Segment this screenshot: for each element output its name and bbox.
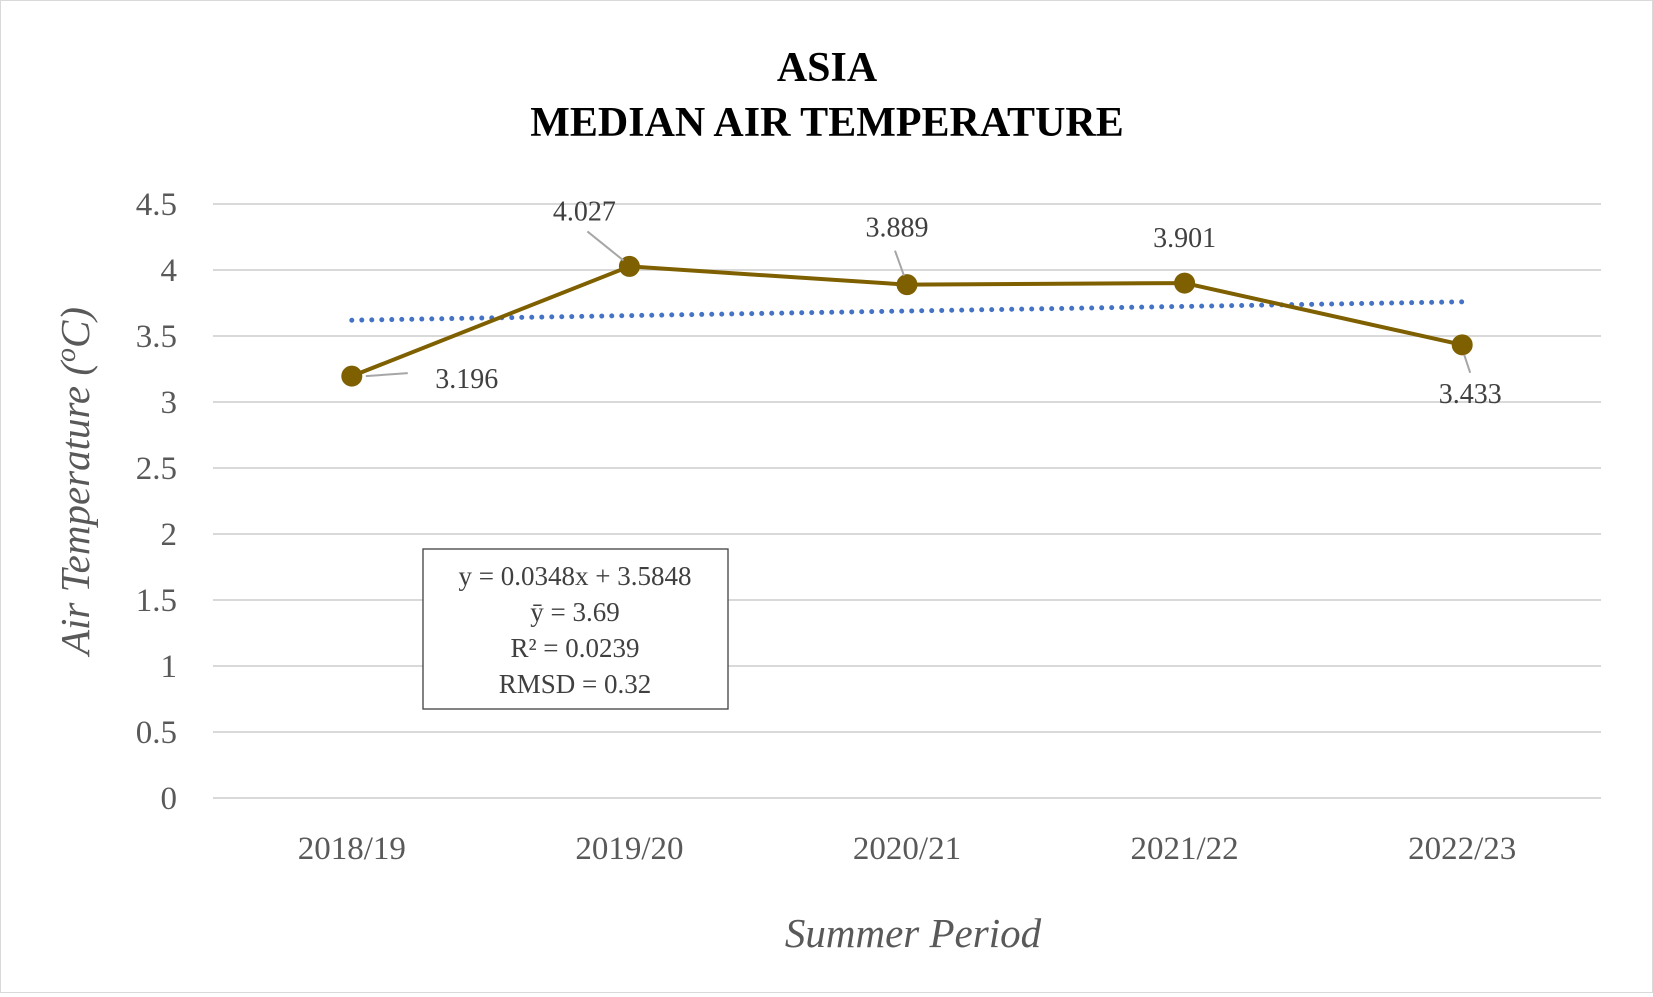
x-axis-title: Summer Period xyxy=(785,910,1042,956)
data-label-leader xyxy=(365,372,408,378)
data-label-leader xyxy=(586,230,625,262)
data-label-2020/21: 3.889 xyxy=(866,213,929,244)
data-point-2018/19 xyxy=(341,365,363,387)
y-tick-label: 2 xyxy=(161,517,178,553)
data-labels-group: 3.196 4.027 3.889 3.901 3.433 xyxy=(365,196,1502,410)
y-axis-title: Air Temperature (oC) xyxy=(51,307,98,658)
data-point-2020/21 xyxy=(896,274,918,296)
y-tick-label: 1 xyxy=(161,649,178,685)
chart-title-line-1: ASIA xyxy=(777,45,878,91)
y-tick-label: 4 xyxy=(161,253,178,289)
series-group xyxy=(341,255,1473,387)
x-tick-label: 2020/21 xyxy=(853,831,961,867)
x-axis-ticks: 2018/19 2019/20 2020/21 2021/22 2022/23 xyxy=(298,831,1517,867)
data-label-leader xyxy=(1463,354,1472,374)
stats-box: y = 0.0348x + 3.5848 ȳ = 3.69 R² = 0.023… xyxy=(422,548,729,710)
stats-equation: y = 0.0348x + 3.5848 xyxy=(459,561,692,591)
y-tick-label: 0 xyxy=(161,781,178,817)
data-label-2022/23: 3.433 xyxy=(1439,379,1502,410)
y-tick-label: 2.5 xyxy=(136,451,177,487)
data-point-2022/23 xyxy=(1451,334,1473,356)
chart-title-line-2: MEDIAN AIR TEMPERATURE xyxy=(530,100,1124,146)
x-tick-label: 2019/20 xyxy=(575,831,683,867)
x-tick-label: 2018/19 xyxy=(298,831,406,867)
y-tick-label: 3 xyxy=(161,385,178,421)
data-label-leader xyxy=(894,250,905,276)
data-point-2021/22 xyxy=(1174,272,1196,294)
stats-mean: ȳ = 3.69 xyxy=(530,597,619,627)
y-axis-ticks: 0 0.5 1 1.5 2 2.5 3 3.5 4 4.5 xyxy=(136,187,177,817)
x-tick-label: 2022/23 xyxy=(1408,831,1516,867)
data-label-2019/20: 4.027 xyxy=(553,196,616,227)
y-tick-label: 4.5 xyxy=(136,187,177,223)
y-tick-label: 1.5 xyxy=(136,583,177,619)
data-label-2021/22: 3.901 xyxy=(1153,223,1216,254)
stats-rmsd: RMSD = 0.32 xyxy=(499,669,652,699)
stats-box-border xyxy=(422,548,729,710)
x-tick-label: 2021/22 xyxy=(1131,831,1239,867)
data-point-2019/20 xyxy=(618,255,640,277)
y-tick-label: 0.5 xyxy=(136,715,177,751)
y-tick-label: 3.5 xyxy=(136,319,177,355)
stats-r-squared: R² = 0.0239 xyxy=(510,633,639,663)
data-label-2018/19: 3.196 xyxy=(435,364,498,395)
